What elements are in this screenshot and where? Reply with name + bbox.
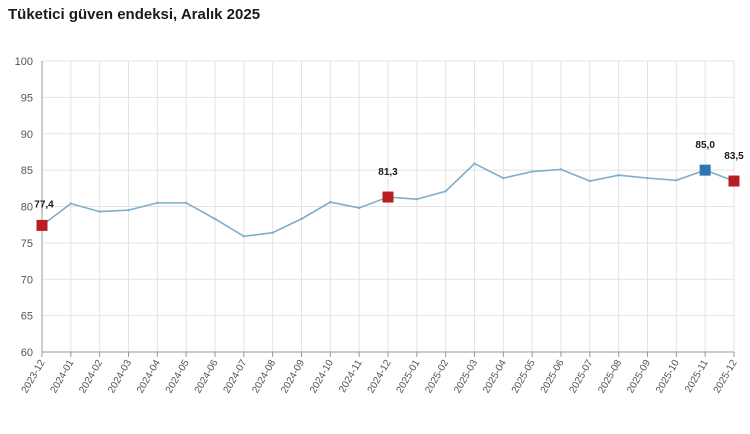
data-point (357, 206, 361, 210)
data-point (213, 217, 217, 221)
x-tick-label: 2024-04 (135, 358, 163, 396)
x-tick-label: 2024-05 (164, 358, 192, 396)
data-point (473, 162, 476, 165)
x-tick-label: 2025-02 (423, 358, 451, 396)
data-point (98, 210, 101, 213)
x-tick-label: 2025-04 (481, 358, 509, 396)
x-tick-label: 2025-11 (683, 358, 711, 395)
data-point (415, 198, 419, 201)
chart-title: Tüketici güven endeksi, Aralık 2025 (8, 6, 261, 23)
grid (41, 60, 735, 357)
x-tick-label: 2025-08 (596, 358, 624, 396)
data-point (559, 168, 563, 171)
data-point (127, 208, 130, 212)
x-tick-label: 2025-10 (654, 358, 682, 396)
data-point (156, 201, 159, 205)
data-point (530, 170, 534, 173)
x-tick-label: 2025-03 (452, 358, 480, 396)
highlight-marker (728, 175, 740, 187)
data-point (271, 231, 274, 234)
x-tick-label: 2024-07 (222, 358, 250, 396)
highlight-markers: 77,4 81,3 85,0 83,5 (34, 140, 744, 231)
y-axis-ticks: 60 65 70 75 80 85 90 95 100 (15, 56, 33, 359)
y-tick-label: 65 (21, 311, 33, 323)
y-tick-label: 60 (21, 347, 33, 359)
x-tick-label: 2024-10 (308, 358, 336, 396)
data-point (646, 176, 649, 180)
x-tick-label: 2024-09 (279, 358, 307, 396)
x-tick-label: 2024-06 (193, 358, 221, 396)
x-tick-label: 2025-01 (395, 358, 423, 396)
x-tick-label: 2023-12 (20, 358, 48, 396)
x-tick-label: 2025-05 (510, 358, 538, 396)
data-label: 83,5 (724, 151, 744, 162)
x-tick-label: 2024-08 (250, 358, 278, 396)
data-label: 77,4 (34, 199, 54, 210)
data-label: 81,3 (378, 167, 398, 178)
x-tick-label: 2024-02 (77, 358, 105, 396)
x-tick-label: 2025-06 (539, 358, 567, 396)
y-tick-label: 95 (21, 92, 33, 104)
data-point (588, 179, 592, 183)
y-tick-label: 100 (15, 56, 33, 68)
highlight-marker (699, 164, 711, 176)
y-tick-label: 90 (21, 129, 33, 141)
x-tick-label: 2025-07 (568, 358, 596, 396)
x-tick-label: 2024-03 (106, 358, 134, 396)
data-point (300, 217, 303, 221)
data-label: 85,0 (695, 140, 715, 151)
y-tick-label: 80 (21, 202, 33, 214)
data-point (444, 190, 447, 193)
y-tick-label: 85 (21, 165, 33, 177)
y-tick-label: 70 (21, 274, 33, 286)
data-point (242, 235, 246, 238)
y-tick-label: 75 (21, 238, 33, 250)
x-tick-label: 2025-09 (625, 358, 653, 396)
data-point (675, 179, 678, 182)
data-point (329, 200, 332, 204)
data-point (502, 176, 505, 180)
data-point (69, 202, 73, 205)
x-tick-label: 2024-01 (49, 358, 77, 396)
x-tick-label: 2024-12 (366, 358, 394, 396)
highlight-marker (36, 219, 48, 231)
data-point (184, 201, 188, 205)
x-axis-ticks: 2023-12 2024-01 2024-02 2024-03 2024-04 2024-… (20, 358, 740, 396)
x-tick-label: 2025-12 (712, 358, 740, 396)
x-tick-label: 2024-11 (337, 358, 365, 395)
data-point (617, 174, 620, 177)
highlight-marker (382, 191, 394, 203)
